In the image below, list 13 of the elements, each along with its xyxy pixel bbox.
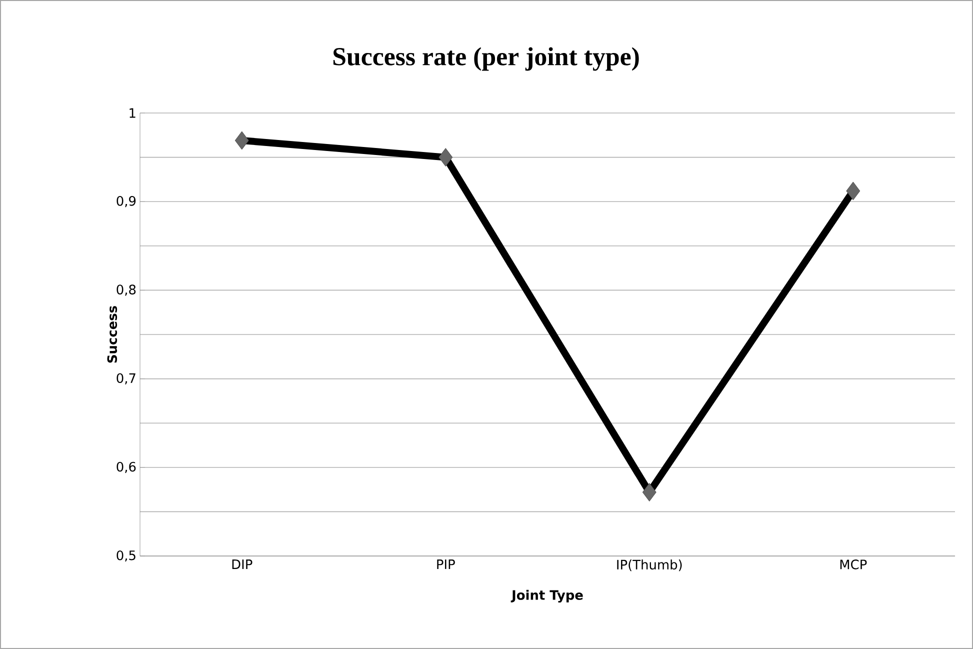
chart-title: Success rate (per joint type) <box>333 47 639 71</box>
y-axis-title: Success <box>107 306 118 363</box>
y-tick-label: 0,6 <box>116 462 136 473</box>
y-tick-label: 0,9 <box>116 196 136 208</box>
x-tick-label: PIP <box>437 560 455 569</box>
x-tick-label: IP(Thumb) <box>617 560 682 572</box>
y-tick-label: 0,7 <box>116 373 136 384</box>
x-tick-label: DIP <box>232 560 252 569</box>
x-tick-label: MCP <box>840 560 867 570</box>
x-axis-title: Joint Type <box>510 590 583 603</box>
y-tick-label: 0,5 <box>116 550 136 562</box>
y-tick-label: 1 <box>130 108 136 118</box>
y-tick-label: 0,8 <box>116 284 136 296</box>
